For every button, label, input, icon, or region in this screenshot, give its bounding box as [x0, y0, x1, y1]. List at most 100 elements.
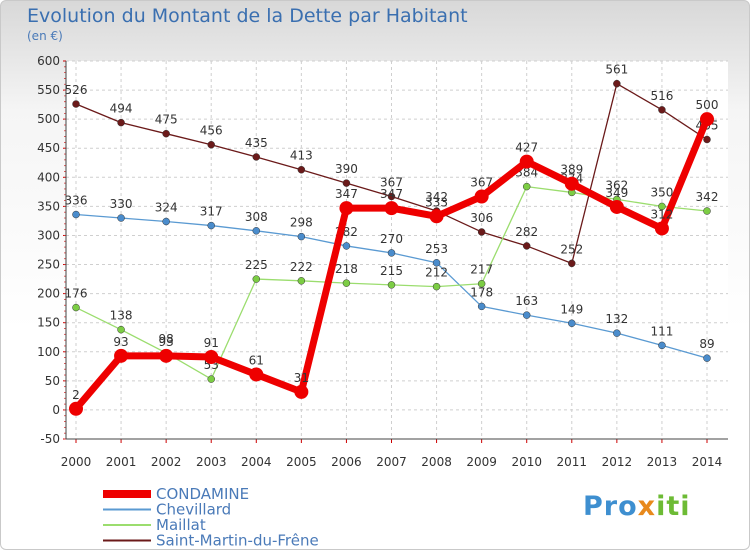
- data-label-condamine: 427: [515, 141, 538, 155]
- data-label-condamine: 349: [605, 186, 628, 200]
- data-point-chevillard: [703, 354, 711, 362]
- x-tick-label: 2001: [106, 455, 137, 469]
- data-label-saint-martin-du-fr-ne: 475: [155, 113, 178, 127]
- proxiti-logo: Proxiti: [583, 491, 691, 522]
- data-label-chevillard: 111: [650, 324, 673, 338]
- data-point-chevillard: [162, 217, 170, 226]
- data-point-maillat: [207, 375, 215, 383]
- data-label-condamine: 61: [249, 353, 264, 367]
- data-label-condamine: 333: [425, 195, 448, 209]
- data-label-chevillard: 298: [290, 216, 313, 230]
- y-tick-label: 200: [37, 287, 60, 301]
- x-tick-label: 2006: [331, 455, 362, 469]
- y-tick-label: 400: [37, 170, 60, 184]
- y-tick-label: 0: [52, 403, 60, 417]
- data-label-chevillard: 270: [380, 232, 403, 246]
- data-point-condamine: [204, 350, 219, 365]
- data-label-maillat: 350: [650, 185, 673, 199]
- x-tick-label: 2005: [286, 455, 317, 469]
- data-point-condamine: [519, 154, 534, 169]
- data-label-saint-martin-du-fr-ne: 390: [335, 162, 358, 176]
- data-point-saint-martin-du-fr-ne: [342, 179, 351, 187]
- data-point-condamine: [114, 348, 129, 363]
- data-point-saint-martin-du-fr-ne: [522, 242, 531, 250]
- data-label-saint-martin-du-fr-ne: 516: [650, 89, 673, 103]
- y-tick-label: 150: [37, 316, 60, 330]
- data-label-chevillard: 89: [699, 337, 714, 351]
- x-tick-label: 2011: [557, 455, 588, 469]
- data-point-saint-martin-du-fr-ne: [72, 100, 80, 108]
- x-tick-label: 2009: [466, 455, 497, 469]
- data-label-condamine: 347: [380, 187, 403, 201]
- data-label-condamine: 93: [113, 335, 128, 349]
- data-point-chevillard: [207, 221, 215, 230]
- data-point-chevillard: [522, 311, 531, 319]
- data-label-maillat: 212: [425, 266, 448, 280]
- data-point-saint-martin-du-fr-ne: [162, 129, 170, 138]
- y-tick-label: 550: [37, 83, 60, 97]
- data-label-chevillard: 336: [65, 194, 88, 208]
- data-point-saint-martin-du-fr-ne: [297, 165, 306, 174]
- x-tick-label: 2004: [241, 455, 272, 469]
- data-label-condamine: 389: [560, 163, 583, 177]
- data-point-condamine: [294, 384, 309, 399]
- data-point-chevillard: [568, 319, 576, 328]
- data-label-saint-martin-du-fr-ne: 413: [290, 149, 313, 163]
- data-label-condamine: 367: [470, 175, 493, 189]
- y-tick-label: 500: [37, 112, 60, 126]
- data-label-condamine: 500: [696, 98, 719, 112]
- data-label-saint-martin-du-fr-ne: 456: [200, 124, 223, 138]
- data-label-condamine: 2: [72, 388, 80, 402]
- data-label-chevillard: 149: [560, 302, 583, 316]
- data-point-condamine: [339, 201, 354, 216]
- y-tick-label: 600: [37, 54, 60, 68]
- data-point-condamine: [159, 348, 174, 363]
- data-point-maillat: [387, 281, 396, 289]
- x-tick-label: 2002: [151, 455, 182, 469]
- data-point-chevillard: [297, 232, 306, 241]
- data-label-saint-martin-du-fr-ne: 282: [515, 225, 538, 239]
- y-tick-label: 250: [37, 258, 60, 272]
- data-point-chevillard: [658, 341, 666, 350]
- data-label-chevillard: 253: [425, 242, 448, 256]
- data-label-maillat: 362: [605, 178, 628, 192]
- data-point-chevillard: [72, 210, 80, 219]
- data-label-saint-martin-du-fr-ne: 306: [470, 211, 493, 225]
- x-tick-label: 2014: [692, 455, 723, 469]
- x-tick-label: 2007: [376, 455, 407, 469]
- data-label-chevillard: 324: [155, 201, 178, 215]
- data-point-saint-martin-du-fr-ne: [703, 135, 711, 144]
- y-tick-label: 50: [45, 374, 60, 388]
- data-point-maillat: [117, 325, 125, 334]
- data-label-chevillard: 178: [470, 285, 493, 299]
- y-tick-label: -50: [40, 432, 60, 446]
- x-tick-label: 2012: [602, 455, 633, 469]
- data-label-condamine: 312: [650, 207, 673, 221]
- data-point-condamine: [564, 176, 579, 191]
- data-point-maillat: [432, 282, 441, 291]
- data-label-maillat: 225: [245, 258, 268, 272]
- data-label-chevillard: 330: [110, 197, 133, 211]
- data-point-saint-martin-du-fr-ne: [252, 153, 261, 161]
- data-label-maillat: 222: [290, 260, 313, 274]
- data-label-maillat: 217: [470, 263, 493, 277]
- y-tick-label: 300: [37, 228, 60, 242]
- data-point-chevillard: [117, 214, 125, 222]
- data-point-chevillard: [613, 329, 621, 337]
- data-point-condamine: [654, 221, 669, 236]
- data-label-maillat: 218: [335, 262, 358, 276]
- data-point-chevillard: [342, 242, 351, 250]
- y-tick-label: 450: [37, 141, 60, 155]
- x-tick-label: 2000: [61, 455, 92, 469]
- data-label-condamine: 91: [204, 336, 219, 350]
- data-point-condamine: [384, 201, 399, 216]
- data-point-saint-martin-du-fr-ne: [658, 106, 666, 114]
- data-label-chevillard: 132: [605, 312, 628, 326]
- data-point-maillat: [658, 202, 666, 211]
- legend-label-condamine: CONDAMINE: [156, 485, 249, 503]
- data-label-maillat: 98: [159, 332, 174, 346]
- data-point-condamine: [700, 112, 714, 127]
- data-point-saint-martin-du-fr-ne: [613, 79, 621, 88]
- data-label-chevillard: 163: [515, 294, 538, 308]
